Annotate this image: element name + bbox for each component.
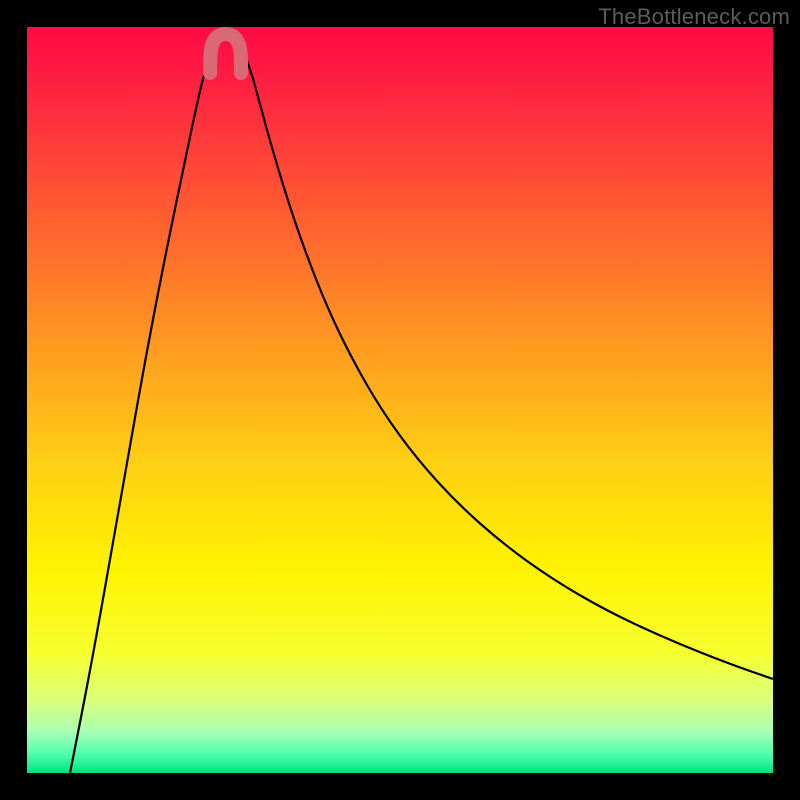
bottleneck-curve: [70, 38, 773, 773]
plot-area: [27, 27, 773, 773]
watermark-text: TheBottleneck.com: [598, 4, 790, 30]
chart-frame: [0, 0, 800, 800]
optimal-u-marker: [210, 34, 241, 73]
bottleneck-curve-layer: [27, 27, 773, 773]
